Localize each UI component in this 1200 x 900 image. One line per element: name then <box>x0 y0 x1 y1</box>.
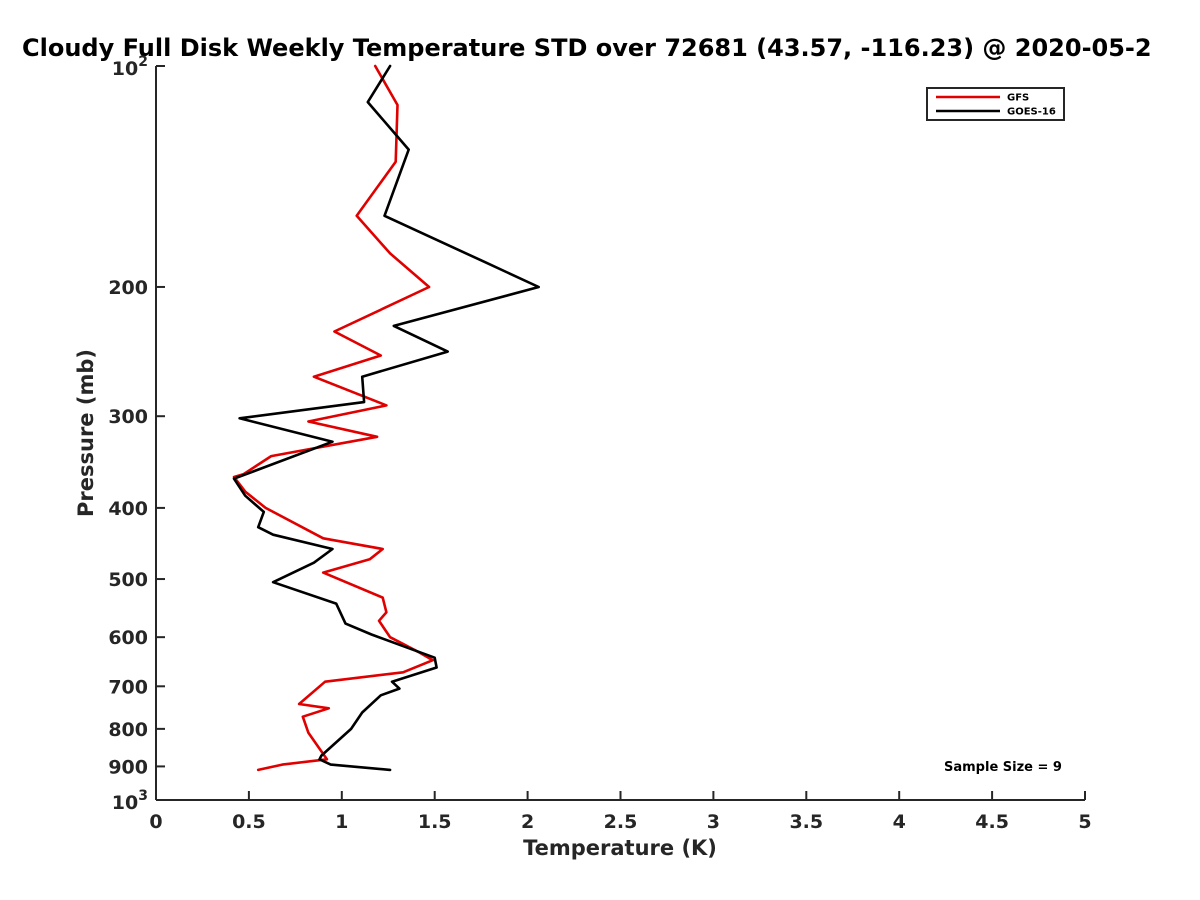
x-tick-label: 2 <box>521 811 534 833</box>
axes: 0 0.5 1 1.5 2 2.5 3 3.5 4 4.5 5 200 300 400 500 600 700 8… <box>108 54 1091 833</box>
legend-box <box>926 87 1065 121</box>
x-tick-label: 5 <box>1078 811 1091 833</box>
y-tick-label: 103 <box>112 788 148 814</box>
legend: GFS GOES-16 <box>926 87 1065 121</box>
y-tick-label: 900 <box>108 756 148 778</box>
x-tick-label: 4 <box>893 811 906 833</box>
x-tick-label: 2.5 <box>604 811 638 833</box>
series-line-gfs <box>232 64 435 772</box>
y-tick-label: 300 <box>108 406 148 428</box>
y-axis-label: Pressure (mb) <box>74 349 98 517</box>
x-tick-label: 3.5 <box>789 811 823 833</box>
legend-label-goes-16: GOES-16 <box>1007 107 1056 118</box>
sample-size-annotation: Sample Size = 9 <box>944 760 1062 775</box>
y-tick-label: 200 <box>108 277 148 299</box>
y-tick-label: 600 <box>108 627 148 649</box>
y-tick-label: 700 <box>108 676 148 698</box>
x-tick-label: 1.5 <box>418 811 452 833</box>
x-tick-label: 4.5 <box>975 811 1009 833</box>
y-tick-label: 400 <box>108 498 148 520</box>
x-tick-label: 1 <box>335 811 348 833</box>
legend-label-gfs: GFS <box>1007 93 1029 104</box>
plot-area <box>232 64 541 772</box>
chart-title: Cloudy Full Disk Weekly Temperature STD … <box>22 34 1152 62</box>
x-tick-label: 0.5 <box>232 811 266 833</box>
y-tick-label: 102 <box>112 54 148 80</box>
series-line-goes-16 <box>232 64 541 772</box>
y-tick-label: 800 <box>108 719 148 741</box>
y-tick-label: 500 <box>108 569 148 591</box>
x-tick-label: 0 <box>149 811 162 833</box>
x-tick-label: 3 <box>707 811 720 833</box>
x-axis-label: Temperature (K) <box>523 836 717 860</box>
